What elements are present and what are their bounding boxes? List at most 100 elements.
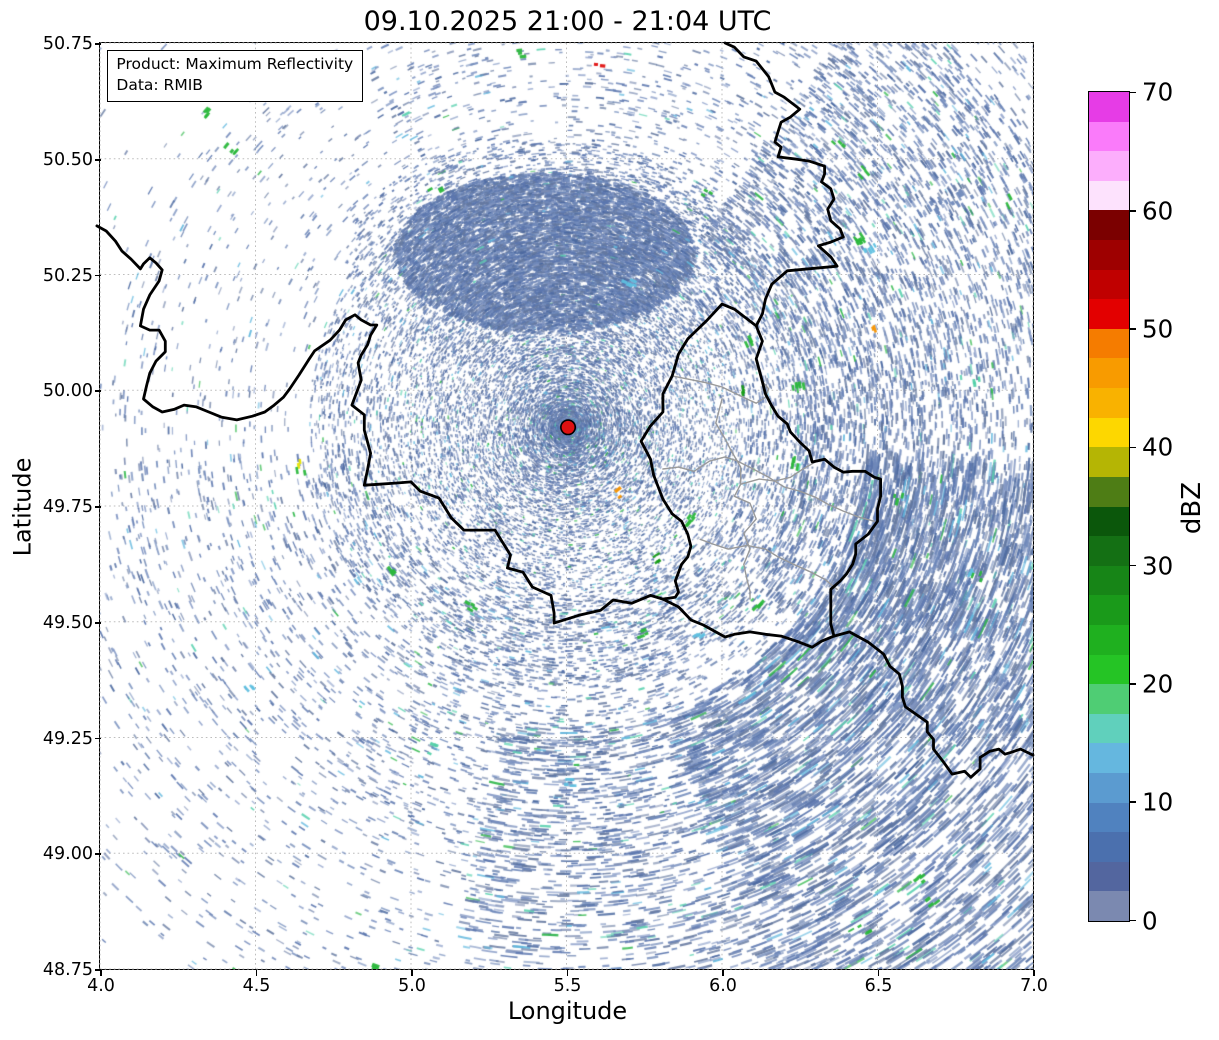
colorbar-segment: [1089, 536, 1129, 566]
colorbar-tick-mark: [1130, 91, 1136, 94]
y-tick-label: 49.25: [42, 728, 93, 749]
product-line: Product: Maximum Reflectivity: [116, 55, 354, 74]
colorbar-segment: [1089, 240, 1129, 270]
colorbar-segment: [1089, 210, 1129, 241]
regional-border: [662, 456, 876, 523]
colorbar-segment: [1089, 654, 1129, 685]
national-border: [640, 303, 758, 601]
y-tick-label: 49.50: [42, 612, 93, 633]
colorbar-tick-mark: [1130, 564, 1136, 567]
y-tick-label: 48.75: [42, 960, 93, 980]
colorbar-segment: [1089, 447, 1129, 477]
national-border: [755, 324, 883, 638]
colorbar-segment: [1089, 565, 1129, 596]
colorbar-tick-mark: [1130, 209, 1136, 212]
regional-border: [715, 398, 758, 601]
regional-border: [671, 375, 770, 405]
x-tick-mark: [100, 970, 102, 976]
y-tick-label: 49.00: [42, 844, 93, 865]
colorbar-segment: [1089, 388, 1129, 418]
y-tick-label: 50.50: [42, 149, 93, 170]
colorbar-segment: [1089, 595, 1129, 625]
colorbar-segment: [1089, 92, 1129, 122]
colorbar-tick-mark: [1130, 683, 1136, 685]
colorbar-tick-label: 40: [1142, 432, 1174, 462]
colorbar-segment: [1089, 891, 1129, 922]
x-tick-mark: [877, 970, 880, 976]
colorbar-tick-mark: [1130, 801, 1136, 804]
map-overlay: [95, 41, 1035, 780]
x-tick-label: 5.5: [553, 976, 582, 996]
colorbar-segment: [1089, 180, 1129, 211]
colorbar-label-wrap: dBZ: [1160, 428, 1219, 588]
colorbar-segment: [1089, 417, 1129, 448]
colorbar-segment: [1089, 832, 1129, 862]
y-tick-label: 49.75: [42, 497, 93, 517]
colorbar-segment: [1089, 358, 1129, 389]
national-border: [832, 630, 1035, 780]
colorbar-tick-label: 10: [1142, 787, 1174, 817]
colorbar-segment: [1089, 299, 1129, 329]
colorbar-tick-label: 70: [1142, 77, 1174, 107]
colorbar-segment: [1089, 476, 1129, 507]
y-tick-mark: [95, 274, 101, 277]
x-tick-label: 5.0: [398, 976, 426, 996]
figure-title: 09.10.2025 21:00 - 21:04 UTC: [363, 6, 772, 37]
colorbar-segment: [1089, 506, 1129, 537]
colorbar-segment: [1089, 802, 1129, 833]
data-source-line: Data: RMIB: [116, 76, 203, 95]
colorbar-segment: [1089, 713, 1129, 744]
colorbar-tick-label: 20: [1142, 669, 1174, 699]
colorbar-segment: [1089, 684, 1129, 714]
colorbar-tick-mark: [1130, 446, 1136, 449]
colorbar-segment: [1089, 773, 1129, 803]
colorbar-segment: [1089, 861, 1129, 892]
x-tick-mark: [1033, 970, 1035, 976]
regional-border: [740, 461, 817, 486]
x-axis-label: Longitude: [507, 997, 628, 1025]
colorbar-tick-label: 50: [1142, 314, 1174, 344]
product-info-box: Product: Maximum Reflectivity Data: RMIB: [107, 50, 364, 102]
x-tick-label: 6.5: [864, 976, 893, 996]
map-plot-area: Product: Maximum Reflectivity Data: RMIB: [95, 41, 1035, 971]
x-tick-mark: [255, 970, 258, 976]
regional-border: [699, 538, 839, 591]
colorbar-tick-label: 30: [1142, 551, 1174, 581]
y-axis-label: Latitude: [8, 457, 36, 557]
y-tick-label: 50.00: [42, 381, 93, 402]
y-tick-mark: [95, 853, 101, 856]
y-tick-mark: [95, 390, 101, 393]
colorbar-segment: [1089, 269, 1129, 300]
colorbar-segment: [1089, 624, 1129, 655]
x-tick-label: 4.5: [242, 976, 271, 996]
national-border: [661, 598, 836, 649]
colorbar-tick-mark: [1130, 328, 1136, 330]
colorbar-segment: [1089, 151, 1129, 181]
colorbar-tick-label: 0: [1142, 906, 1158, 936]
national-border: [724, 41, 846, 328]
colorbar-tick-mark: [1130, 919, 1136, 922]
y-tick-label: 50.75: [42, 34, 93, 54]
y-tick-mark: [95, 737, 101, 740]
x-tick-mark: [722, 970, 724, 976]
x-tick-label: 4.0: [87, 976, 115, 996]
y-tick-label: 50.25: [42, 265, 93, 286]
colorbar-segment: [1089, 328, 1129, 359]
colorbar: [1088, 91, 1130, 922]
colorbar-segment: [1089, 743, 1129, 774]
colorbar-tick-label: 60: [1142, 196, 1174, 226]
national-border: [95, 224, 665, 625]
y-axis-label-wrap: Latitude: [0, 427, 46, 587]
y-tick-mark: [95, 621, 101, 624]
radar-site-marker: [560, 419, 577, 436]
y-tick-mark: [95, 506, 101, 508]
x-tick-mark: [566, 970, 569, 976]
x-tick-label: 7.0: [1020, 976, 1048, 996]
y-tick-mark: [95, 43, 101, 45]
x-tick-label: 6.0: [709, 976, 737, 996]
colorbar-segment: [1089, 121, 1129, 152]
colorbar-label: dBZ: [1177, 481, 1207, 535]
x-tick-mark: [411, 970, 413, 976]
y-tick-mark: [95, 158, 101, 161]
